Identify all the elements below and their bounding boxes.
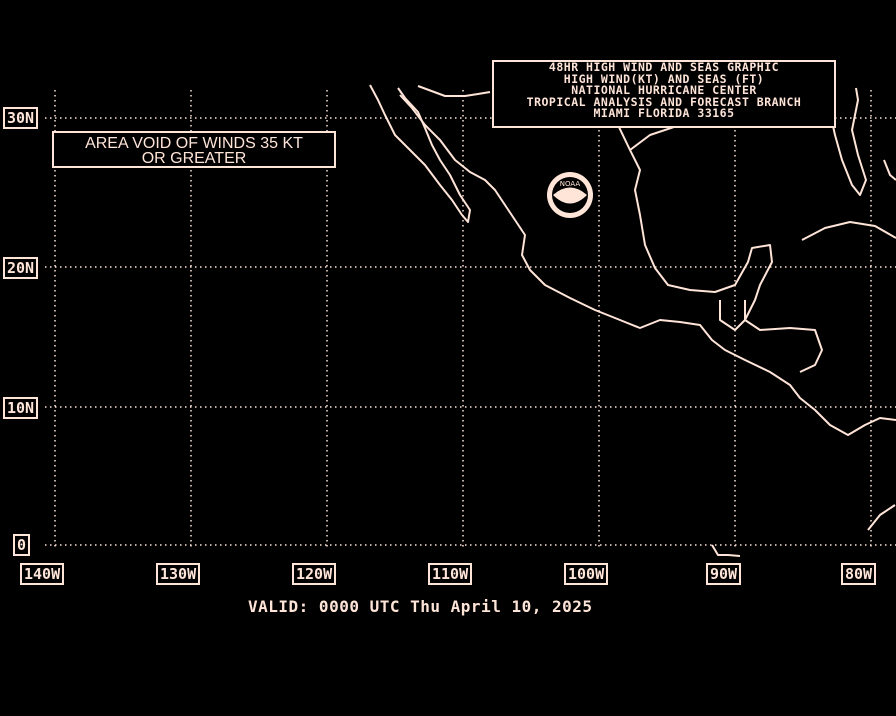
lon-label-120w: 120W — [292, 563, 337, 585]
title-line: MIAMI FLORIDA 33165 — [593, 106, 735, 120]
lat-label-20n: 20N — [3, 257, 39, 279]
valid-time: VALID: 0000 UTC Thu April 10, 2025 — [248, 597, 593, 616]
lon-label-130w: 130W — [156, 563, 201, 585]
lat-label-30n: 30N — [3, 107, 39, 129]
noaa-logo-text: NOAA — [560, 180, 581, 188]
notice-line: AREA VOID OF WINDS 35 KT — [85, 135, 303, 152]
title-line: TROPICAL ANALYSIS AND FORECAST BRANCH — [526, 94, 802, 109]
title-line: NATIONAL HURRICANE CENTER — [571, 83, 757, 97]
lat-label-10n: 10N — [3, 397, 39, 419]
void-notice-box: AREA VOID OF WINDS 35 KT OR GREATER — [52, 131, 336, 168]
title-line: 48HR HIGH WIND AND SEAS GRAPHIC — [548, 60, 780, 74]
noaa-logo: NOAA — [547, 172, 593, 218]
lon-label-90w: 90W — [706, 563, 742, 585]
lon-label-80w: 80W — [841, 563, 877, 585]
title-line: HIGH WIND(KT) AND SEAS (FT) — [563, 71, 765, 86]
coastlines — [369, 84, 896, 557]
lon-label-110w: 110W — [428, 563, 473, 585]
product-title-box: 48HR HIGH WIND AND SEAS GRAPHIC HIGH WIN… — [492, 60, 836, 128]
lon-label-100w: 100W — [564, 563, 609, 585]
notice-line: OR GREATER — [141, 150, 247, 167]
lat-label-0: 0 — [13, 534, 31, 556]
lon-label-140w: 140W — [20, 563, 65, 585]
